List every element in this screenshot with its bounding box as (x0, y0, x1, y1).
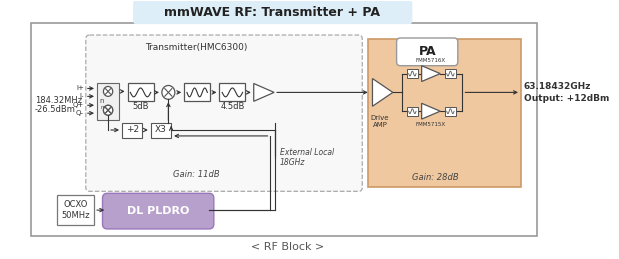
Text: m: m (101, 105, 106, 110)
Text: Drive
AMP: Drive AMP (371, 115, 389, 128)
Bar (128, 83, 154, 101)
FancyBboxPatch shape (397, 38, 458, 66)
Text: +2: +2 (126, 126, 139, 134)
Circle shape (103, 105, 113, 115)
Bar (31, 23, 537, 236)
Bar (445, 69, 456, 78)
Bar (184, 83, 210, 101)
Bar (407, 69, 418, 78)
Text: Q-: Q- (76, 110, 84, 116)
Text: I-: I- (79, 93, 84, 99)
Text: OCXO
50MHz: OCXO 50MHz (61, 200, 90, 220)
Bar (57, 195, 94, 225)
Text: 5dB: 5dB (132, 102, 149, 111)
Text: 184.32MHz: 184.32MHz (35, 96, 82, 105)
FancyBboxPatch shape (86, 35, 362, 191)
Text: 63.18432GHz
Output: +12dBm: 63.18432GHz Output: +12dBm (524, 82, 609, 103)
Circle shape (103, 105, 113, 115)
Bar (97, 83, 119, 120)
Polygon shape (422, 103, 440, 119)
Text: Gain: 28dB: Gain: 28dB (412, 173, 459, 182)
Circle shape (162, 85, 175, 99)
Circle shape (103, 87, 113, 96)
Text: PA: PA (418, 45, 436, 58)
Text: FMM5715X: FMM5715X (416, 122, 446, 127)
Text: I+: I+ (76, 85, 84, 91)
Polygon shape (422, 66, 440, 82)
Text: mmWAVE RF: Transmitter + PA: mmWAVE RF: Transmitter + PA (164, 6, 380, 19)
Text: External Local
18GHz: External Local 18GHz (280, 148, 334, 167)
Text: Q+: Q+ (72, 102, 84, 108)
Bar (368, 39, 521, 187)
Bar (151, 123, 171, 138)
Text: 4.5dB: 4.5dB (220, 102, 245, 111)
Text: < RF Block >: < RF Block > (251, 242, 325, 252)
FancyBboxPatch shape (133, 1, 412, 24)
Text: n: n (100, 98, 104, 104)
Bar (219, 83, 245, 101)
Text: Transmitter(HMC6300): Transmitter(HMC6300) (145, 44, 248, 52)
Text: Gain: 11dB: Gain: 11dB (173, 170, 220, 179)
Bar (122, 123, 142, 138)
Text: DL PLDRO: DL PLDRO (127, 206, 189, 216)
FancyBboxPatch shape (103, 193, 214, 229)
Bar (445, 107, 456, 116)
Text: -26.5dBm: -26.5dBm (35, 105, 76, 114)
Text: FMM5716X: FMM5716X (416, 58, 446, 63)
Polygon shape (373, 78, 393, 106)
Polygon shape (254, 83, 274, 101)
Bar (407, 107, 418, 116)
Text: X3: X3 (155, 126, 167, 134)
